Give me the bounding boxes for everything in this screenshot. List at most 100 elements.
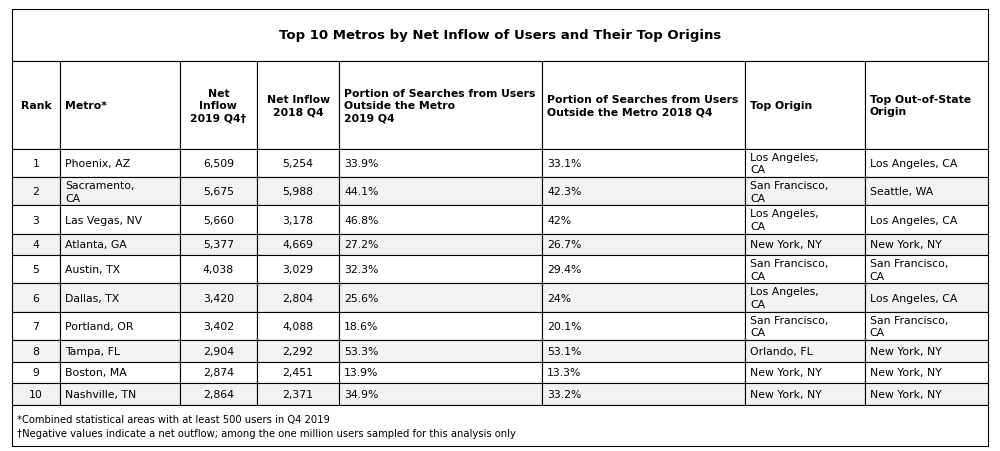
Text: 44.1%: 44.1% [344,187,379,197]
Bar [745,340,865,362]
Text: San Francisco,
CA: San Francisco, CA [870,258,948,281]
Text: 3: 3 [33,215,39,225]
Bar [865,312,988,340]
Text: 33.1%: 33.1% [547,159,582,169]
Bar [12,256,60,284]
Bar [865,256,988,284]
Bar [339,340,542,362]
Text: San Francisco,
CA: San Francisco, CA [870,315,948,337]
Bar [257,150,339,178]
Bar [745,234,865,256]
Bar [257,312,339,340]
Text: Phoenix, AZ: Phoenix, AZ [65,159,130,169]
Bar [12,178,60,206]
Text: 4,088: 4,088 [283,321,314,331]
Text: 27.2%: 27.2% [344,240,379,250]
Text: 8: 8 [33,346,39,356]
Text: 3,178: 3,178 [283,215,314,225]
Text: New York, NY: New York, NY [750,368,822,377]
Text: 53.1%: 53.1% [547,346,582,356]
Bar [745,284,865,312]
Text: 29.4%: 29.4% [547,265,582,275]
Bar [60,150,180,178]
Bar [865,362,988,383]
Text: Net Inflow
2018 Q4: Net Inflow 2018 Q4 [267,95,330,117]
Bar [542,362,745,383]
Text: New York, NY: New York, NY [870,368,942,377]
Bar [542,206,745,234]
Text: Orlando, FL: Orlando, FL [750,346,813,356]
Bar [12,362,60,383]
Text: 13.3%: 13.3% [547,368,582,377]
Bar [180,284,257,312]
Text: 3,402: 3,402 [203,321,234,331]
Text: Los Angeles,
CA: Los Angeles, CA [750,152,819,175]
Text: New York, NY: New York, NY [750,240,822,250]
Text: San Francisco,
CA: San Francisco, CA [750,181,829,203]
Text: 20.1%: 20.1% [547,321,582,331]
Bar [865,150,988,178]
Text: Atlanta, GA: Atlanta, GA [65,240,127,250]
Bar [12,10,988,62]
Text: Top 10 Metros by Net Inflow of Users and Their Top Origins: Top 10 Metros by Net Inflow of Users and… [279,29,721,42]
Bar [339,312,542,340]
Bar [60,178,180,206]
Text: 13.9%: 13.9% [344,368,379,377]
Bar [180,150,257,178]
Text: 3,420: 3,420 [203,293,234,303]
Bar [339,284,542,312]
Bar [257,256,339,284]
Bar [745,256,865,284]
Text: 4,038: 4,038 [203,265,234,275]
Text: 1: 1 [33,159,39,169]
Text: 2,904: 2,904 [203,346,234,356]
Text: Metro*: Metro* [65,101,107,111]
Text: Los Angeles,
CA: Los Angeles, CA [750,209,819,231]
Bar [745,178,865,206]
Bar [257,178,339,206]
Bar [257,234,339,256]
Text: Dallas, TX: Dallas, TX [65,293,119,303]
Text: Portion of Searches from Users
Outside the Metro 2018 Q4: Portion of Searches from Users Outside t… [547,95,739,117]
Bar [339,256,542,284]
Text: 53.3%: 53.3% [344,346,379,356]
Text: Boston, MA: Boston, MA [65,368,127,377]
Bar [12,234,60,256]
Text: 6,509: 6,509 [203,159,234,169]
Bar [745,383,865,405]
Text: 5,675: 5,675 [203,187,234,197]
Bar [180,256,257,284]
Bar [542,383,745,405]
Bar [865,284,988,312]
Text: 5: 5 [33,265,39,275]
Text: 6: 6 [33,293,39,303]
Text: Portion of Searches from Users
Outside the Metro
2019 Q4: Portion of Searches from Users Outside t… [344,88,536,123]
Bar [12,150,60,178]
Text: Los Angeles,
CA: Los Angeles, CA [750,287,819,309]
Text: *Combined statistical areas with at least 500 users in Q4 2019
†Negative values : *Combined statistical areas with at leas… [17,414,516,438]
Text: 42.3%: 42.3% [547,187,582,197]
Text: Los Angeles, CA: Los Angeles, CA [870,215,957,225]
Bar [180,62,257,150]
Bar [180,340,257,362]
Text: Top Origin: Top Origin [750,101,812,111]
Text: San Francisco,
CA: San Francisco, CA [750,258,829,281]
Bar [12,340,60,362]
Bar [12,206,60,234]
Text: New York, NY: New York, NY [870,240,942,250]
Bar [339,234,542,256]
Bar [339,362,542,383]
Text: 33.2%: 33.2% [547,389,582,399]
Bar [257,383,339,405]
Text: San Francisco,
CA: San Francisco, CA [750,315,829,337]
Text: 10: 10 [29,389,43,399]
Text: 25.6%: 25.6% [344,293,379,303]
Bar [865,206,988,234]
Bar [60,206,180,234]
Bar [180,178,257,206]
Text: 5,988: 5,988 [283,187,314,197]
Bar [60,312,180,340]
Bar [542,150,745,178]
Bar [865,383,988,405]
Bar [257,206,339,234]
